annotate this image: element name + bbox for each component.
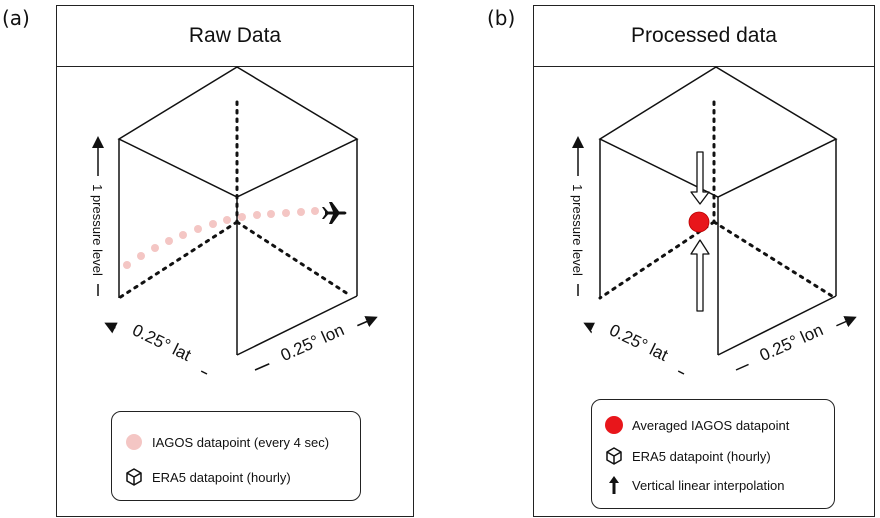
airplane-icon [322,202,347,224]
legend-text: ERA5 datapoint (hourly) [632,448,771,464]
legend-text: Averaged IAGOS datapoint [632,417,790,433]
iagos-point [282,209,290,217]
legend-text: IAGOS datapoint (every 4 sec) [152,434,330,450]
panel-b: Processed data 1 pressure level 0.25° la… [533,5,875,517]
iagos-point [165,237,173,245]
iagos-point [223,216,231,224]
panel-a-label: (a) [2,6,30,30]
iagos-point [151,244,159,252]
iagos-point [179,231,187,239]
legend-text: ERA5 datapoint (hourly) [152,469,291,485]
interpolation-arrow-up [690,239,710,312]
cube-top-face [598,66,838,198]
iagos-point [194,225,202,233]
pink-dot-icon [124,432,144,452]
averaged-iagos-point [688,211,710,233]
panel-a-legend: IAGOS datapoint (every 4 sec) ERA5 datap… [111,411,361,501]
hidden-edge-right [235,220,353,298]
panel-b-label: (b) [487,6,516,30]
interpolation-arrow-down [690,151,710,205]
iagos-point [209,220,217,228]
cube-icon [604,446,624,466]
vertical-axis-label: 1 pressure level [570,184,585,276]
panel-b-diagram: 1 pressure level 0.25° lat 0.25° lon [567,66,857,375]
legend-text: Vertical linear interpolation [632,477,785,493]
iagos-trajectory [123,207,319,269]
vertical-axis-label: 1 pressure level [90,184,105,276]
hidden-edge-left [598,220,716,300]
cube-edge-bottom-right [236,295,358,356]
hidden-edge-left [117,220,239,300]
red-dot-icon [604,415,624,435]
hidden-edge-right [712,220,834,298]
cube-icon [124,467,144,487]
panel-b-legend: Averaged IAGOS datapoint ERA5 datapoint … [591,399,835,509]
iagos-point [253,211,261,219]
iagos-point [267,210,275,218]
legend-row: ERA5 datapoint (hourly) [124,467,291,487]
legend-row: Vertical linear interpolation [604,475,784,495]
panel-a-diagram: 1 pressure level 0.25° lat 0.25° lon [87,66,378,375]
iagos-point [238,213,246,221]
legend-row: ERA5 datapoint (hourly) [604,446,771,466]
up-arrow-icon [604,475,624,495]
iagos-point [137,252,145,260]
panel-a: Raw Data [56,5,414,517]
iagos-point [297,208,305,216]
panel-a-title: Raw Data [57,6,413,67]
legend-row: Averaged IAGOS datapoint [604,415,789,435]
cube-edge-bottom-right [717,295,837,356]
panel-b-title: Processed data [534,6,874,67]
iagos-point [123,261,131,269]
iagos-point [311,207,319,215]
legend-row: IAGOS datapoint (every 4 sec) [124,432,329,452]
